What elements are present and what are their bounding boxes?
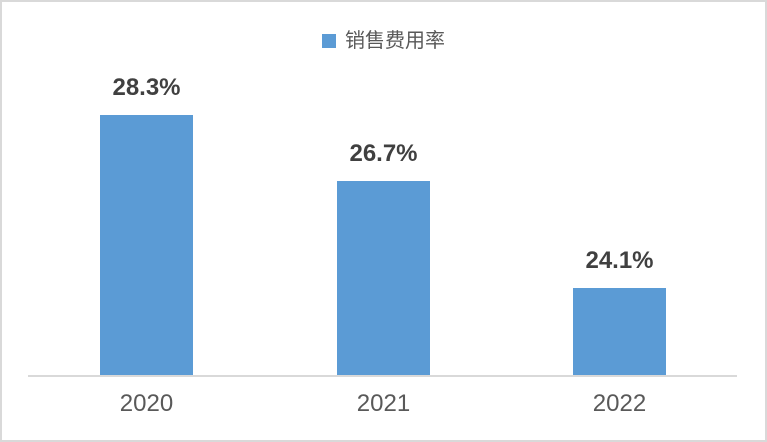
bar-group-2022: 24.1%: [573, 247, 666, 375]
data-label-2021: 26.7%: [349, 140, 418, 167]
legend-label: 销售费用率: [345, 30, 445, 52]
legend: 销售费用率: [2, 30, 765, 52]
bar-group-2020: 28.3%: [100, 74, 193, 375]
bar-group-2021: 26.7%: [337, 140, 430, 375]
data-label-2020: 28.3%: [112, 74, 181, 101]
data-label-2022: 24.1%: [585, 247, 654, 274]
x-axis-tick-2020: 2020: [119, 390, 174, 417]
legend-square-icon: [322, 34, 336, 48]
bar-2021: [337, 181, 430, 375]
bar-2020: [100, 115, 193, 375]
plot-area: 28.3% 26.7% 24.1%: [28, 45, 737, 377]
x-axis-tick-2021: 2021: [356, 390, 411, 417]
x-axis-tick-2022: 2022: [592, 390, 647, 417]
bar-2022: [573, 288, 666, 375]
